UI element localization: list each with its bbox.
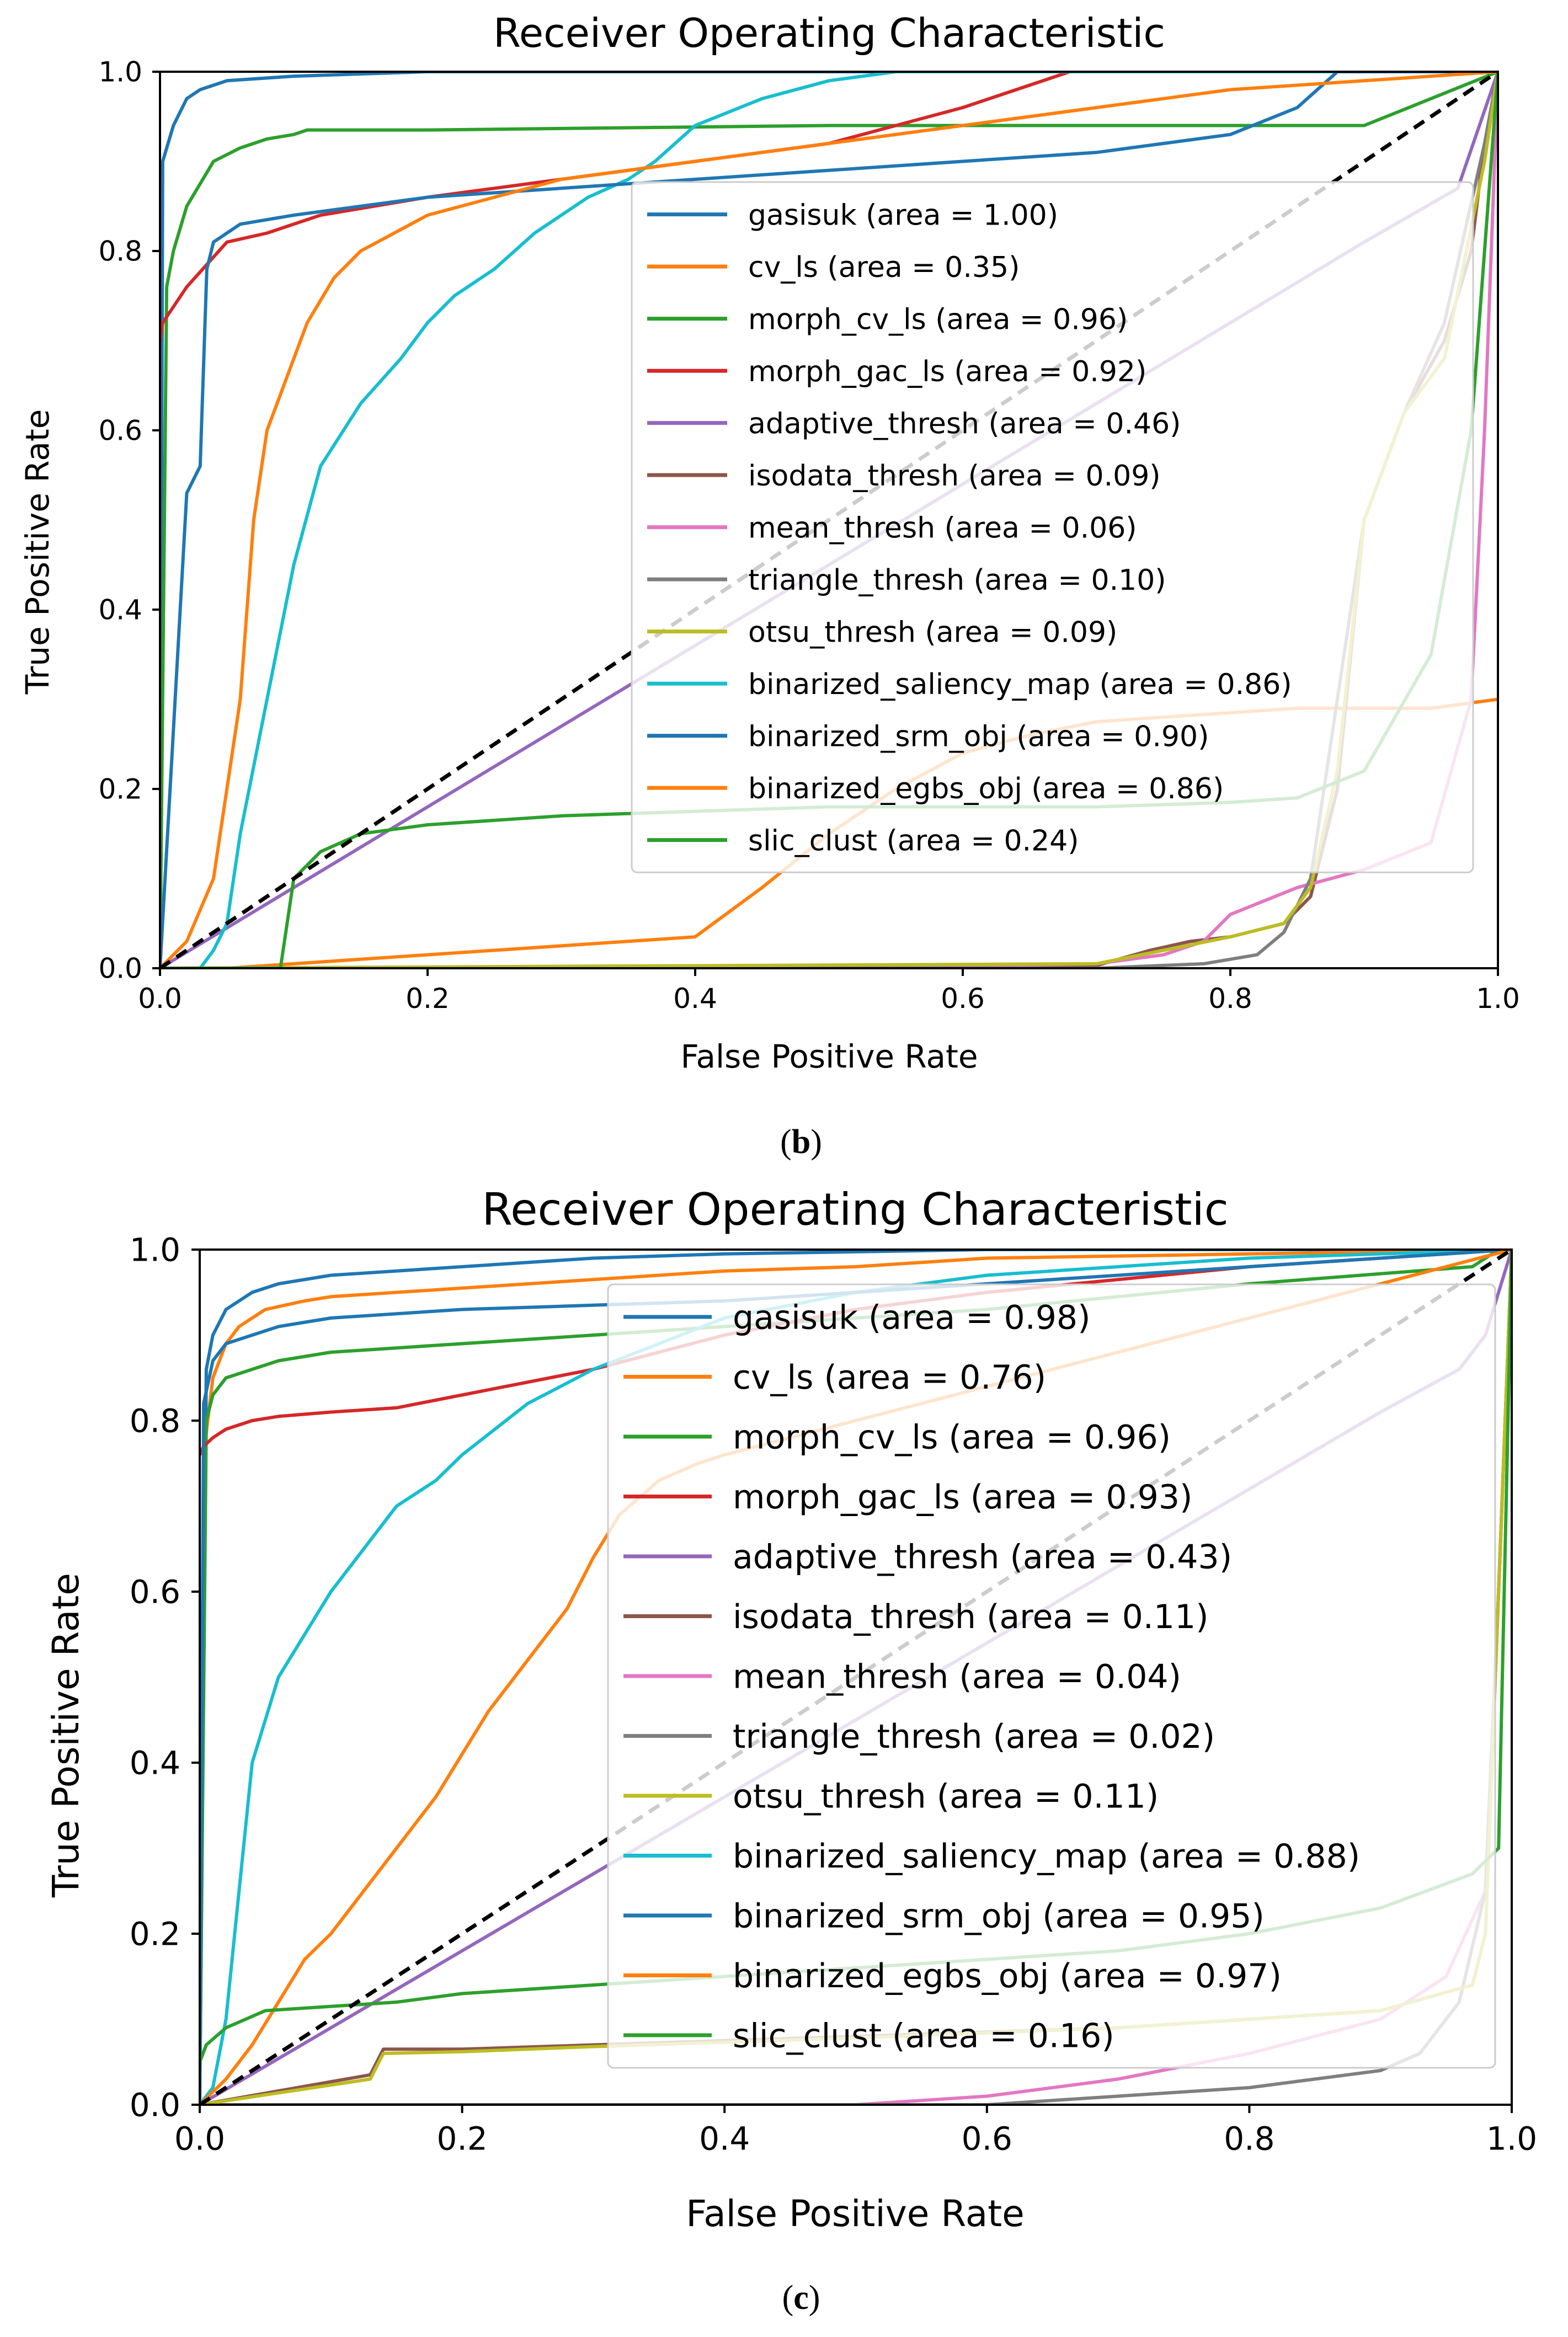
chart-b-legend-label: morph_gac_ls (area = 0.92) xyxy=(748,355,1146,388)
chart-b-ytick-label: 0.0 xyxy=(98,953,142,985)
chart-c-xlabel: False Positive Rate xyxy=(686,2192,1024,2235)
chart-b-legend-label: gasisuk (area = 1.00) xyxy=(748,199,1058,232)
chart-b-legend-label: isodata_thresh (area = 0.09) xyxy=(748,460,1161,493)
chart-b-legend-label: adaptive_thresh (area = 0.46) xyxy=(748,407,1181,440)
chart-b-caption-label: b xyxy=(792,1123,810,1161)
chart-b-ylabel: True Positive Rate xyxy=(19,409,56,695)
chart-c-xtick-label: 0.2 xyxy=(436,2120,487,2157)
chart-b-xtick-label: 0.4 xyxy=(673,983,717,1015)
chart-b-ytick-label: 0.4 xyxy=(98,594,142,626)
chart-c-xtick-label: 0.4 xyxy=(699,2120,750,2157)
chart-b-legend-label: binarized_saliency_map (area = 0.86) xyxy=(748,668,1292,701)
chart-c-legend-label: binarized_saliency_map (area = 0.88) xyxy=(733,1837,1360,1876)
chart-b-ytick-label: 0.6 xyxy=(98,415,142,447)
roc-chart-c: Receiver Operating Characteristic 0.0 0.2… xyxy=(45,1184,1537,2317)
chart-c-ytick-label: 1.0 xyxy=(130,1231,180,1268)
chart-c-caption-label: c xyxy=(793,2279,809,2317)
roc-chart-b: Receiver Operating Characteristic 0.0 0.2… xyxy=(19,10,1520,1161)
chart-c-title: Receiver Operating Characteristic xyxy=(482,1184,1228,1235)
chart-c-series-1-line xyxy=(200,1250,1512,2105)
chart-b-legend-label: triangle_thresh (area = 0.10) xyxy=(748,564,1166,597)
chart-b-ytick-label: 0.2 xyxy=(98,773,142,805)
chart-c-legend: gasisuk (area = 0.98) cv_ls (area = 0.76)… xyxy=(607,1283,1496,2069)
chart-b-legend-box xyxy=(631,181,1474,873)
chart-b-caption: (b) xyxy=(780,1123,822,1161)
chart-c-xtick-label: 0.6 xyxy=(962,2120,1012,2157)
chart-c-legend-label: morph_cv_ls (area = 0.96) xyxy=(733,1418,1171,1457)
chart-c-xtick-label: 0.0 xyxy=(174,2120,225,2157)
chart-c-legend-label: isodata_thresh (area = 0.11) xyxy=(733,1598,1209,1636)
chart-c-ytick-label: 0.8 xyxy=(130,1402,180,1439)
chart-c-ylabel: True Positive Rate xyxy=(45,1573,87,1898)
chart-b-series-9-line xyxy=(160,72,1498,968)
chart-b-ytick-label: 1.0 xyxy=(98,56,142,88)
chart-b-xtick-label: 0.6 xyxy=(941,983,985,1015)
chart-c-ytick-label: 0.0 xyxy=(130,2086,180,2123)
chart-b-legend: gasisuk (area = 1.00) cv_ls (area = 0.35)… xyxy=(631,181,1474,873)
chart-b-ytick-label: 0.8 xyxy=(98,236,142,268)
chart-c-legend-label: morph_gac_ls (area = 0.93) xyxy=(733,1478,1192,1517)
chart-c-caption: (c) xyxy=(782,2279,820,2317)
chart-b-series-10-line xyxy=(160,72,1498,968)
chart-c-legend-label: adaptive_thresh (area = 0.43) xyxy=(733,1538,1232,1577)
chart-b-xtick-label: 0.2 xyxy=(406,983,450,1015)
chart-b-legend-label: binarized_srm_obj (area = 0.90) xyxy=(748,720,1209,753)
chart-c-series-2-line xyxy=(200,1250,1512,2105)
chart-c-ytick-label: 0.2 xyxy=(130,1915,180,1952)
chart-c-legend-label: mean_thresh (area = 0.04) xyxy=(733,1658,1181,1696)
chart-c-legend-label: cv_ls (area = 0.76) xyxy=(733,1358,1046,1397)
chart-b-xtick-label: 0.8 xyxy=(1208,983,1252,1015)
chart-c-ytick-label: 0.4 xyxy=(130,1744,180,1781)
chart-c-series-0-line xyxy=(200,1250,1512,2105)
chart-c-legend-label: triangle_thresh (area = 0.02) xyxy=(733,1717,1215,1756)
chart-c-frame xyxy=(199,1248,1513,2106)
chart-c-ytick-label: 0.6 xyxy=(130,1573,180,1610)
chart-b-series-11-line xyxy=(160,72,1498,968)
chart-b-frame xyxy=(159,71,1499,969)
chart-b-legend-label: otsu_thresh (area = 0.09) xyxy=(748,616,1117,649)
chart-c-legend-label: slic_clust (area = 0.16) xyxy=(733,2017,1114,2056)
chart-b-legend-label: cv_ls (area = 0.35) xyxy=(748,251,1020,284)
chart-b-xlabel: False Positive Rate xyxy=(680,1038,978,1075)
chart-c-legend-label: gasisuk (area = 0.98) xyxy=(733,1299,1091,1337)
chart-c-legend-label: binarized_srm_obj (area = 0.95) xyxy=(733,1897,1265,1936)
chart-b-legend-label: morph_cv_ls (area = 0.96) xyxy=(748,303,1128,336)
chart-b-series-2-line xyxy=(160,72,1498,968)
chart-b-legend-label: mean_thresh (area = 0.06) xyxy=(748,511,1137,545)
chart-c-legend-box xyxy=(607,1283,1496,2069)
chart-b-series-0-line xyxy=(160,72,1498,968)
chart-c-legend-label: binarized_egbs_obj (area = 0.97) xyxy=(733,1957,1282,1995)
chart-b-legend-label: binarized_egbs_obj (area = 0.86) xyxy=(748,772,1224,805)
chart-c-xtick-label: 1.0 xyxy=(1486,2120,1537,2157)
chart-c-legend-label: otsu_thresh (area = 0.11) xyxy=(733,1778,1159,1816)
chart-b-legend-label: slic_clust (area = 0.24) xyxy=(748,824,1079,857)
chart-b-xtick-label: 0.0 xyxy=(138,983,182,1015)
chart-c-xtick-label: 0.8 xyxy=(1224,2120,1274,2157)
chart-b-xtick-label: 1.0 xyxy=(1476,983,1520,1015)
chart-b-title: Receiver Operating Characteristic xyxy=(493,10,1165,56)
